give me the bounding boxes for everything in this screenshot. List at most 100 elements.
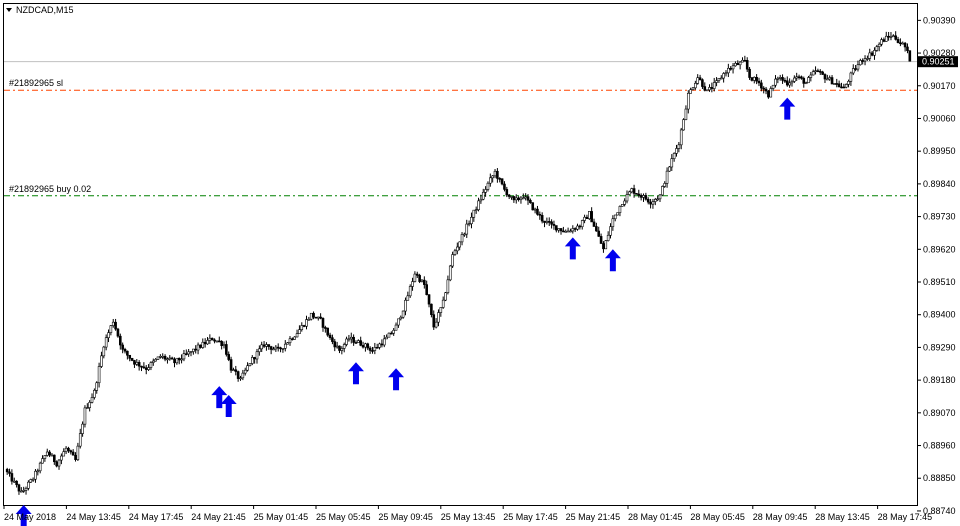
candle-body xyxy=(802,78,806,84)
candle-body xyxy=(253,357,256,360)
candle-body xyxy=(60,455,63,461)
candle-body xyxy=(53,454,56,463)
candle-body xyxy=(689,89,692,94)
candle-body xyxy=(276,346,280,349)
candle-body xyxy=(484,189,487,193)
x-axis: 24 May 2018 24 May 13:45 24 May 17:45 24 Ma… xyxy=(3,505,932,522)
candle-body xyxy=(272,348,275,351)
candle-body xyxy=(267,344,271,347)
candle-body xyxy=(328,334,332,339)
y-tick-label: 0.88740 xyxy=(923,506,956,516)
candle-body xyxy=(50,454,54,457)
candle-body xyxy=(807,77,810,84)
candle-body xyxy=(121,344,124,350)
candle-body xyxy=(319,316,322,319)
candle-body xyxy=(755,76,758,82)
candle-body xyxy=(566,230,570,233)
candle-body xyxy=(427,294,431,305)
candle-body xyxy=(844,84,848,88)
candle-body xyxy=(184,353,188,356)
candle-body xyxy=(526,196,530,201)
candle-body xyxy=(135,362,139,365)
candle-body xyxy=(522,197,525,200)
x-tick-label: 25 May 13:45 xyxy=(441,512,496,522)
candle-body xyxy=(538,214,542,216)
candle-body xyxy=(800,76,803,79)
candle-body xyxy=(818,70,822,73)
candle-body xyxy=(616,212,619,216)
candle-body xyxy=(588,211,591,220)
candle-body xyxy=(269,346,273,350)
x-tick-label: 25 May 05:45 xyxy=(316,512,371,522)
buy-arrow-up-icon xyxy=(15,505,32,526)
candle-body xyxy=(816,70,820,72)
candle-body xyxy=(651,201,655,205)
candle-body xyxy=(258,348,261,353)
candle-body xyxy=(686,93,690,110)
candle-body xyxy=(163,355,167,360)
candle-body xyxy=(206,340,209,345)
buy-arrows xyxy=(15,97,796,526)
candle-body xyxy=(182,353,186,360)
order-level-label: #21892965 sl xyxy=(9,78,63,88)
candle-body xyxy=(781,77,784,81)
candle-body xyxy=(470,216,473,224)
y-tick-label: 0.90390 xyxy=(923,15,956,25)
x-tick-label: 28 May 01:45 xyxy=(628,512,683,522)
candle-body xyxy=(833,83,836,85)
candle-body xyxy=(486,182,490,190)
candle-body xyxy=(701,79,704,87)
candle-body xyxy=(479,198,483,202)
candle-body xyxy=(851,68,855,74)
candle-body xyxy=(326,327,329,336)
candle-body xyxy=(180,358,183,361)
chart-menu-triangle-icon[interactable] xyxy=(6,8,12,12)
candle-body xyxy=(175,357,179,364)
buy-arrow-up-icon xyxy=(564,237,581,260)
buy-arrow-up-icon xyxy=(211,386,228,409)
candle-body xyxy=(849,72,853,82)
candle-body xyxy=(119,335,122,346)
candle-body xyxy=(288,338,292,344)
candle-body xyxy=(500,178,504,185)
y-tick-label: 0.90280 xyxy=(923,48,956,58)
candle-body xyxy=(243,369,247,374)
candle-body xyxy=(569,230,572,233)
candle-body xyxy=(531,202,535,211)
x-tick-label: 25 May 09:45 xyxy=(378,512,433,522)
candle-body xyxy=(557,228,560,231)
candle-body xyxy=(467,223,471,225)
y-tick-label: 0.89400 xyxy=(923,310,956,320)
candle-body xyxy=(446,279,450,294)
candle-body xyxy=(717,77,721,81)
candle-body xyxy=(147,367,150,370)
candle-body xyxy=(503,183,506,190)
candle-body xyxy=(373,347,377,351)
plot-frame xyxy=(3,3,918,506)
candle-body xyxy=(764,88,768,92)
candle-body xyxy=(661,186,664,196)
candle-body xyxy=(295,333,299,338)
candle-body xyxy=(564,231,568,233)
y-tick-label: 0.88960 xyxy=(923,441,956,451)
candle-body xyxy=(8,471,11,474)
candle-body xyxy=(684,108,688,120)
candle-body xyxy=(307,318,311,321)
candle-body xyxy=(703,86,707,91)
candle-body xyxy=(309,312,313,320)
chart-title: NZDCAD,M15 xyxy=(16,5,74,15)
candle-body xyxy=(632,188,636,194)
candle-body xyxy=(382,338,386,346)
candle-body xyxy=(222,344,226,347)
candle-body xyxy=(899,42,902,44)
candle-body xyxy=(293,336,297,340)
candle-body xyxy=(133,360,136,365)
candle-body xyxy=(677,144,681,149)
candle-body xyxy=(151,360,155,363)
candle-body xyxy=(12,480,16,483)
candle-body xyxy=(347,338,351,341)
candle-body xyxy=(418,275,421,282)
candle-body xyxy=(637,193,641,196)
candle-body xyxy=(170,357,174,360)
candle-body xyxy=(877,43,881,47)
